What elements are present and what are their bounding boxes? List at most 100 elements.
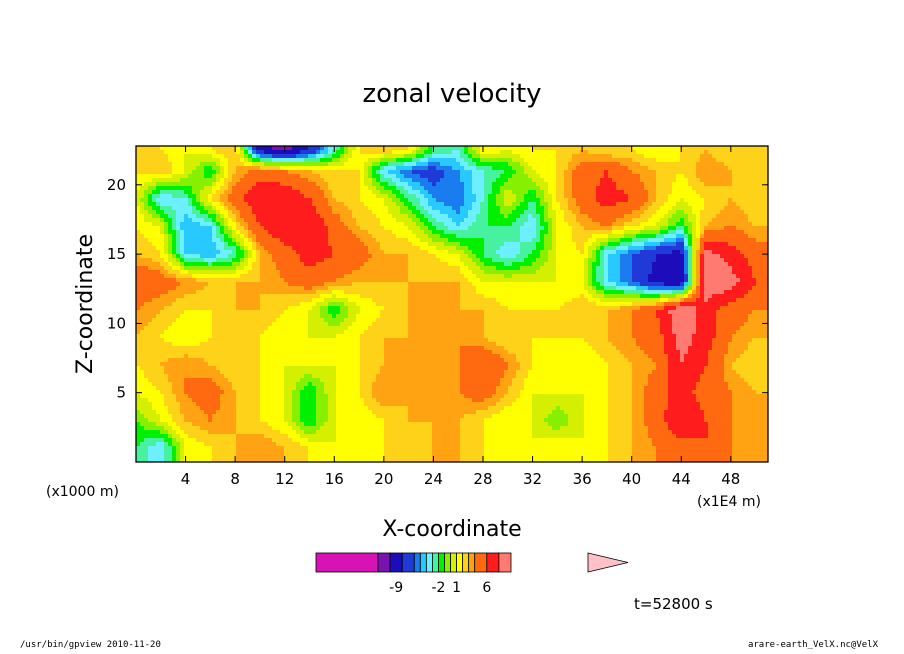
heatmap-cell bbox=[396, 222, 401, 227]
heatmap-cell bbox=[672, 246, 677, 251]
heatmap-cell bbox=[364, 186, 369, 191]
heatmap-cell bbox=[468, 186, 473, 191]
heatmap-cell bbox=[416, 174, 421, 179]
heatmap-cell bbox=[560, 146, 565, 151]
heatmap-cell bbox=[148, 246, 153, 251]
heatmap-cell bbox=[388, 206, 393, 211]
heatmap-cell bbox=[252, 222, 257, 227]
heatmap-cell bbox=[464, 222, 469, 227]
heatmap-cell bbox=[740, 158, 745, 163]
heatmap-cell bbox=[304, 214, 309, 219]
heatmap-cell bbox=[472, 146, 477, 151]
heatmap-cell bbox=[272, 262, 277, 267]
heatmap-cell bbox=[448, 178, 453, 183]
heatmap-cell bbox=[324, 194, 329, 199]
heatmap-cell bbox=[208, 258, 213, 263]
heatmap-cell bbox=[600, 238, 605, 243]
heatmap-cell bbox=[384, 270, 389, 275]
heatmap-cell bbox=[752, 190, 757, 195]
heatmap-cell bbox=[520, 262, 525, 267]
heatmap-cell bbox=[692, 178, 697, 183]
heatmap-cell bbox=[284, 250, 289, 255]
heatmap-cell bbox=[516, 198, 521, 203]
heatmap-cell bbox=[536, 162, 541, 167]
heatmap-cell bbox=[372, 222, 377, 227]
heatmap-cell bbox=[300, 154, 305, 159]
heatmap-cell bbox=[244, 174, 249, 179]
heatmap-cell bbox=[404, 246, 409, 251]
heatmap-cell bbox=[484, 266, 489, 271]
heatmap-cell bbox=[136, 234, 141, 239]
heatmap-cell bbox=[672, 194, 677, 199]
heatmap-cell bbox=[472, 190, 477, 195]
heatmap-cell bbox=[576, 190, 581, 195]
heatmap-cell bbox=[460, 194, 465, 199]
heatmap-cell bbox=[564, 218, 569, 223]
heatmap-cell bbox=[672, 254, 677, 259]
heatmap-cell bbox=[152, 206, 157, 211]
heatmap-cell bbox=[432, 242, 437, 247]
heatmap-cell bbox=[524, 238, 529, 243]
heatmap-cell bbox=[384, 262, 389, 267]
heatmap-cell bbox=[516, 250, 521, 255]
heatmap-cell bbox=[640, 234, 645, 239]
heatmap-cell bbox=[308, 150, 313, 155]
heatmap-cell bbox=[708, 206, 713, 211]
heatmap-cell bbox=[408, 194, 413, 199]
heatmap-cell bbox=[584, 174, 589, 179]
heatmap-cell bbox=[364, 162, 369, 167]
heatmap-cell bbox=[244, 250, 249, 255]
heatmap-cell bbox=[716, 226, 721, 231]
heatmap-cell bbox=[700, 146, 705, 151]
heatmap-cell bbox=[632, 162, 637, 167]
heatmap-cell bbox=[424, 194, 429, 199]
heatmap-cell bbox=[556, 146, 561, 151]
heatmap-cell bbox=[484, 190, 489, 195]
heatmap-cell bbox=[344, 254, 349, 259]
heatmap-cell bbox=[632, 266, 637, 271]
heatmap-cell bbox=[656, 218, 661, 223]
heatmap-cell bbox=[628, 202, 633, 207]
heatmap-cell bbox=[708, 166, 713, 171]
heatmap-cell bbox=[352, 166, 357, 171]
heatmap-cell bbox=[584, 162, 589, 167]
heatmap-cell bbox=[440, 262, 445, 267]
heatmap-cell bbox=[584, 170, 589, 175]
heatmap-cell bbox=[180, 190, 185, 195]
heatmap-cell bbox=[512, 206, 517, 211]
heatmap-cell bbox=[396, 162, 401, 167]
heatmap-cell bbox=[232, 194, 237, 199]
heatmap-cell bbox=[744, 158, 749, 163]
heatmap-cell bbox=[568, 194, 573, 199]
heatmap-cell bbox=[376, 174, 381, 179]
heatmap-cell bbox=[712, 222, 717, 227]
heatmap-cell bbox=[644, 206, 649, 211]
heatmap-cell bbox=[408, 222, 413, 227]
heatmap-cell bbox=[276, 162, 281, 167]
heatmap-cell bbox=[648, 150, 653, 155]
heatmap-cell bbox=[436, 186, 441, 191]
heatmap-cell bbox=[628, 146, 633, 151]
heatmap-cell bbox=[408, 266, 413, 271]
heatmap-cell bbox=[216, 270, 221, 275]
heatmap-cell bbox=[540, 222, 545, 227]
heatmap-cell bbox=[692, 174, 697, 179]
heatmap-cell bbox=[244, 214, 249, 219]
heatmap-cell bbox=[596, 174, 601, 179]
heatmap-cell bbox=[420, 234, 425, 239]
heatmap-cell bbox=[600, 206, 605, 211]
heatmap-cell bbox=[276, 186, 281, 191]
heatmap-cell bbox=[632, 178, 637, 183]
heatmap-cell bbox=[676, 214, 681, 219]
heatmap-cell bbox=[244, 222, 249, 227]
heatmap-cell bbox=[196, 206, 201, 211]
heatmap-cell bbox=[304, 162, 309, 167]
heatmap-cell bbox=[700, 194, 705, 199]
heatmap-cell bbox=[280, 166, 285, 171]
heatmap-cell bbox=[488, 246, 493, 251]
heatmap-cell bbox=[396, 246, 401, 251]
heatmap-cell bbox=[624, 166, 629, 171]
heatmap-cell bbox=[520, 226, 525, 231]
heatmap-cell bbox=[276, 214, 281, 219]
heatmap-cell bbox=[244, 206, 249, 211]
